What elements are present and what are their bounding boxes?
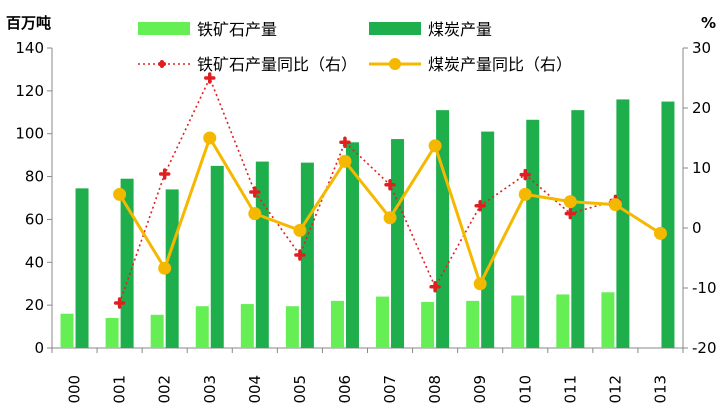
legend-label-coal-yoy: 煤炭产量同比（右）	[428, 55, 572, 74]
left-tick-label: 100	[15, 125, 44, 143]
bar-iron-ore-output	[195, 306, 209, 348]
bar-iron-ore-output	[150, 314, 164, 348]
x-category-label: 2001	[111, 375, 129, 404]
x-category-label: 2009	[471, 375, 489, 404]
x-category-label: 2010	[516, 375, 534, 404]
legend-swatch-iron-ore-output	[138, 22, 190, 35]
x-category-label: 2002	[156, 375, 174, 404]
point-coal-yoy	[473, 277, 487, 291]
right-tick-label: 0	[692, 219, 702, 237]
point-iron-ore-yoy	[339, 136, 351, 148]
point-coal-yoy	[203, 131, 217, 145]
bar-iron-ore-output	[601, 292, 615, 348]
left-tick-label: 80	[25, 168, 44, 186]
x-category-label: 2008	[426, 375, 444, 404]
bar-coal-output	[210, 165, 224, 348]
bar-iron-ore-output	[105, 318, 119, 348]
point-coal-yoy	[383, 211, 397, 225]
bar-iron-ore-output	[330, 300, 344, 348]
right-axis-unit: %	[701, 14, 716, 32]
point-iron-ore-yoy	[249, 186, 261, 198]
point-coal-yoy	[113, 187, 127, 201]
point-coal-yoy	[563, 195, 577, 209]
point-coal-yoy	[293, 223, 307, 237]
left-axis-unit: 百万吨	[6, 14, 51, 32]
point-coal-yoy	[518, 187, 532, 201]
x-category-label: 2003	[201, 375, 219, 404]
legend-label-iron-ore-output: 铁矿石产量	[197, 20, 277, 39]
point-iron-ore-yoy	[113, 297, 126, 309]
point-coal-yoy	[158, 261, 172, 275]
legend-marker-coal-yoy	[389, 58, 401, 70]
bar-iron-ore-output	[60, 313, 74, 348]
bar-coal-output	[481, 131, 495, 348]
bar-coal-output	[661, 101, 675, 348]
right-tick-label: 30	[692, 39, 711, 57]
point-coal-yoy	[653, 226, 667, 240]
point-iron-ore-yoy	[204, 72, 216, 84]
legend-swatch-coal-output	[369, 22, 421, 35]
bar-iron-ore-output	[466, 300, 480, 348]
x-category-label: 2004	[246, 375, 264, 404]
bar-coal-output	[391, 139, 405, 348]
x-category-label: 2011	[561, 375, 579, 404]
bar-coal-output	[616, 99, 630, 348]
line-iron-ore-yoy	[118, 75, 616, 304]
bar-coal-output	[75, 188, 89, 348]
legend-label-coal-output: 煤炭产量	[428, 20, 492, 39]
bar-iron-ore-output	[421, 301, 435, 348]
point-iron-ore-yoy	[564, 207, 577, 220]
point-iron-ore-yoy	[294, 249, 306, 261]
left-tick-label: 120	[15, 82, 44, 100]
point-iron-ore-yoy	[158, 168, 171, 180]
x-category-label: 2000	[66, 375, 84, 404]
point-iron-ore-yoy	[384, 179, 396, 191]
bar-coal-output	[255, 161, 269, 348]
bar-iron-ore-output	[285, 306, 299, 348]
left-tick-label: 60	[25, 210, 44, 228]
point-iron-ore-yoy	[474, 200, 486, 212]
bar-coal-output	[526, 119, 540, 349]
point-coal-yoy	[338, 154, 352, 168]
point-coal-yoy	[248, 207, 262, 221]
bar-iron-ore-output	[240, 304, 254, 348]
point-iron-ore-yoy	[429, 281, 441, 293]
right-tick-label: -10	[692, 279, 717, 297]
left-tick-label: 20	[25, 296, 44, 314]
x-category-label: 2005	[291, 375, 309, 404]
x-category-label: 2007	[381, 375, 399, 404]
point-iron-ore-yoy	[519, 168, 531, 181]
left-tick-label: 40	[25, 253, 44, 271]
bar-coal-output	[436, 110, 450, 349]
point-coal-yoy	[608, 198, 622, 212]
bar-iron-ore-output	[511, 295, 525, 348]
right-tick-label: 20	[692, 99, 711, 117]
bar-coal-output	[571, 110, 585, 349]
x-category-label: 2012	[606, 375, 624, 404]
right-tick-label: 10	[692, 159, 711, 177]
left-tick-label: 0	[34, 339, 44, 357]
bar-coal-output	[345, 142, 359, 348]
bar-coal-output	[165, 189, 179, 348]
left-tick-label: 140	[15, 39, 44, 57]
right-tick-label: -20	[692, 339, 717, 357]
x-category-label: 2006	[336, 375, 354, 404]
legend-label-iron-ore-yoy: 铁矿石产量同比（右）	[197, 55, 357, 74]
bar-coal-output	[120, 178, 134, 348]
bar-coal-output	[300, 162, 314, 348]
x-category-label: 2013	[651, 375, 669, 404]
point-coal-yoy	[428, 139, 442, 153]
bar-iron-ore-output	[556, 294, 570, 348]
legend-marker-iron-ore-yoy	[158, 60, 166, 68]
bar-iron-ore-output	[376, 296, 390, 348]
